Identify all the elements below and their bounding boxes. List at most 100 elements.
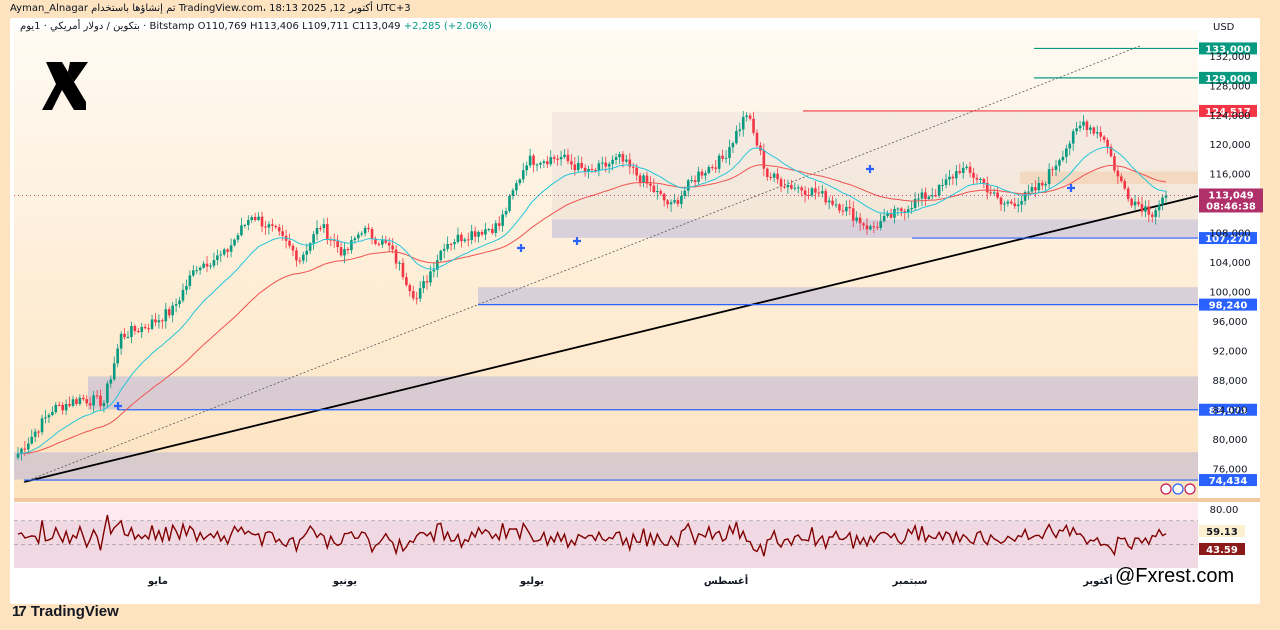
candle-body [54, 404, 58, 413]
candle-body [243, 224, 247, 226]
candle-body [274, 225, 278, 228]
candle-body [951, 176, 955, 179]
y-tick-label: 104,000 [1209, 258, 1250, 269]
candle-body [855, 217, 858, 221]
candle-body [934, 195, 938, 197]
candle-body [838, 204, 841, 211]
candle-body [772, 173, 776, 178]
candle-body [167, 309, 171, 316]
candle-body [587, 168, 590, 172]
candle-body [229, 245, 233, 252]
candle-body [68, 404, 71, 406]
candle-body [542, 161, 546, 163]
candle-body [800, 187, 803, 191]
candle-body [116, 348, 119, 364]
candle-body [1075, 128, 1078, 132]
candle-body [1140, 204, 1144, 212]
candle-body [415, 298, 419, 300]
event-marker-icon [1184, 483, 1196, 495]
candle-body [1065, 148, 1068, 157]
candle-body [1137, 201, 1140, 205]
candle-body [205, 263, 209, 267]
candle-body [332, 239, 336, 242]
candle-body [982, 178, 986, 183]
candle-body [1034, 187, 1037, 191]
candle-body [566, 154, 570, 162]
candle-body [683, 190, 687, 196]
candle-body [518, 179, 522, 184]
month-label: أغسطس [703, 576, 749, 587]
candle-body [466, 239, 470, 241]
candle-body [350, 240, 353, 251]
candle-body [78, 397, 82, 404]
symbol-label: بتكوين / دولار أمريكي · 1يوم · Bitstamp [20, 21, 195, 32]
candle-body [405, 277, 408, 286]
candle-body [298, 260, 302, 262]
candle-body [202, 263, 205, 268]
candle-body [535, 164, 539, 166]
candle-body [295, 250, 298, 261]
candle-body [765, 168, 769, 178]
ema-fast-line [17, 146, 1167, 455]
candle-body [673, 200, 676, 203]
candle-body [563, 154, 566, 158]
candle-body [236, 235, 240, 240]
candle-body [154, 319, 157, 323]
tradingview-brand[interactable]: 17 TradingView [12, 603, 119, 620]
candle-body [611, 159, 614, 164]
month-label: يوليو [519, 576, 545, 587]
candle-body [408, 285, 412, 292]
candle-body [291, 245, 295, 251]
candle-body [391, 245, 394, 250]
candle-body [61, 404, 64, 411]
current-price-label: 113,049 [1208, 190, 1254, 201]
level-tag-83,974 [1199, 403, 1257, 416]
candle-body [1102, 136, 1106, 140]
month-label: أكتوبر [1083, 576, 1113, 587]
candle-body [446, 244, 449, 249]
candle-body [656, 191, 659, 193]
candle-body [384, 240, 388, 243]
candle-body [470, 231, 474, 240]
candle-body [1061, 156, 1065, 161]
candle-body [1147, 206, 1151, 215]
change-value: +2,285 (+2.06%) [403, 21, 492, 32]
candle-body [996, 192, 999, 198]
candle-body [75, 399, 78, 404]
candle-body [851, 208, 855, 221]
candle-body [161, 320, 164, 322]
ohlc-info: بتكوين / دولار أمريكي · 1يوم · Bitstamp … [20, 21, 492, 32]
candle-body [1010, 201, 1013, 204]
candle-body [999, 197, 1003, 205]
candle-body [748, 115, 752, 119]
candle-body [82, 397, 85, 400]
candle-body [281, 231, 284, 236]
level-tag-107,270 [1199, 232, 1257, 245]
candle-body [662, 193, 666, 201]
month-label: مايو [148, 576, 168, 587]
candle-body [604, 162, 608, 167]
currency-label[interactable]: USD [1213, 22, 1235, 33]
rsi-value-tag [1199, 543, 1245, 555]
candle-body [322, 224, 326, 229]
candle-body [504, 211, 508, 215]
candle-body [803, 190, 807, 195]
candle-body [418, 288, 422, 299]
candle-body [491, 229, 494, 233]
candle-body [33, 431, 37, 437]
candle-body [188, 275, 192, 286]
candle-body [95, 395, 99, 397]
candle-body [133, 325, 137, 331]
candle-body [140, 327, 144, 333]
signal-cross-icon [573, 237, 581, 245]
candle-body [264, 226, 267, 228]
chart-header: Ayman_Alnagar تم إنشاؤها باستخدام Tradin… [0, 0, 1280, 18]
candle-body [339, 247, 343, 256]
y-tick-label: 76,000 [1213, 465, 1248, 476]
candle-body [1120, 176, 1123, 182]
candle-body [752, 118, 755, 133]
candle-body [257, 216, 260, 220]
candle-body [102, 402, 106, 407]
candle-body [583, 167, 587, 172]
